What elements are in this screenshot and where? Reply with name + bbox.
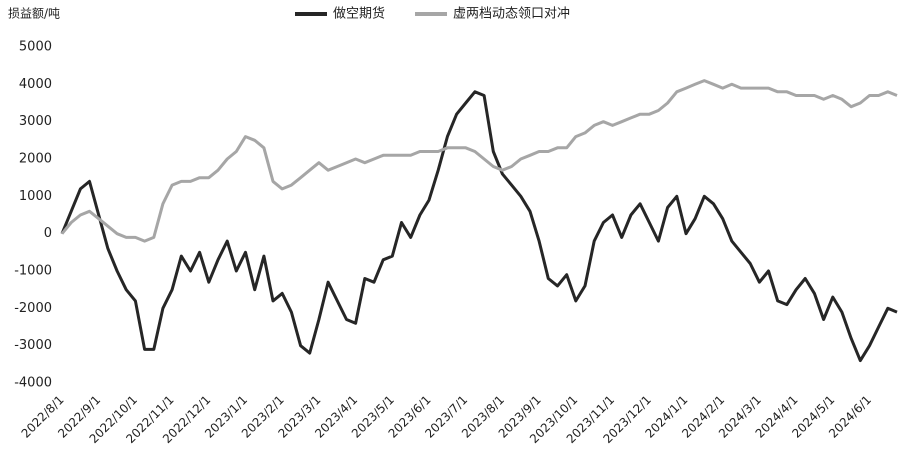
legend-label: 做空期货 [333, 6, 385, 22]
y-tick-label: -2000 [14, 301, 52, 316]
y-axis-title: 损益额/吨 [8, 7, 60, 21]
legend-label: 虚两档动态领口对冲 [453, 7, 570, 22]
y-tick-label: -3000 [14, 338, 52, 353]
series-line [60, 90, 898, 363]
y-tick-label: 1000 [19, 189, 52, 204]
y-tick-label: 5000 [19, 40, 52, 55]
y-tick-label: 2000 [19, 152, 52, 167]
y-tick-label: -1000 [14, 264, 52, 279]
series-line [60, 79, 898, 243]
y-tick-label: -4000 [14, 376, 52, 391]
y-tick-label: 0 [44, 226, 52, 241]
y-tick-label: 4000 [19, 77, 52, 92]
y-tick-label: 3000 [19, 114, 52, 129]
